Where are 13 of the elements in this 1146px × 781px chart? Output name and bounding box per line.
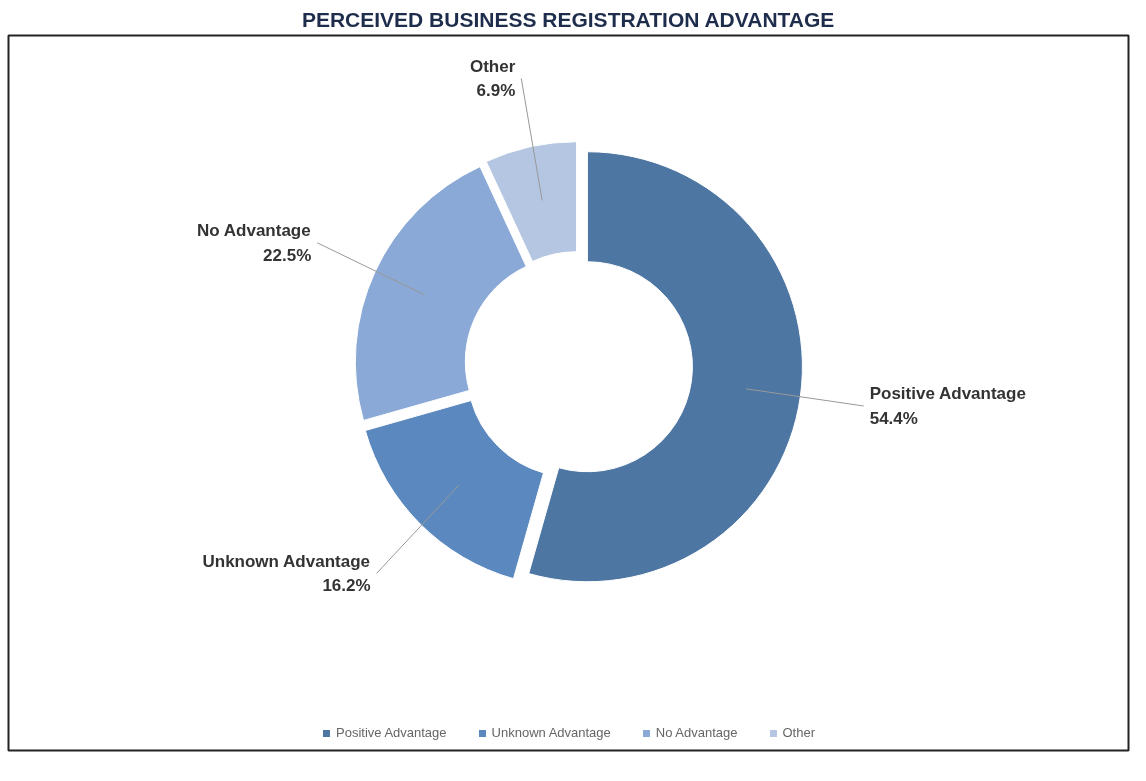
legend-label: No Advantage [655,725,738,740]
data-label: 6.9% [476,81,516,101]
data-label: 22.5% [263,245,312,265]
legend-label: Unknown Advantage [491,725,611,740]
slice-label: Unknown Advantage [202,551,370,571]
data-label: 54.4% [869,408,918,428]
slice-label: No Advantage [197,220,311,240]
slice-label: Other [469,56,516,76]
chart-title: PERCEIVED BUSINESS REGISTRATION ADVANTAGE [301,7,835,31]
legend-label: Other [782,725,816,740]
data-label: 16.2% [322,576,371,596]
legend-label: Positive Advantage [335,725,447,740]
slice-label: Positive Advantage [869,384,1026,404]
